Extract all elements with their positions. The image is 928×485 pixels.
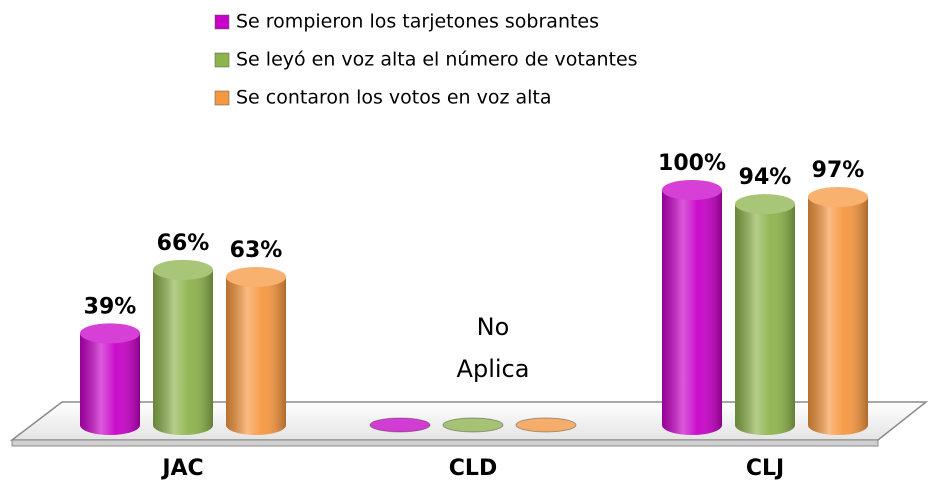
value-label: 63% <box>230 238 283 263</box>
legend-swatch <box>214 52 230 68</box>
cylinder-top <box>80 323 140 344</box>
cylinder-top-shine <box>153 259 213 280</box>
x-tick-label: CLD <box>449 456 497 481</box>
cylinder-top <box>662 180 722 200</box>
cylinder-top-shine <box>662 180 722 200</box>
empty-disc <box>515 417 577 433</box>
legend-label: Se rompieron los tarjetones sobrantes <box>236 11 599 33</box>
legend-label: Se leyó en voz alta el número de votante… <box>236 49 638 71</box>
value-label: 66% <box>157 231 210 256</box>
legend-swatch <box>214 90 230 106</box>
cylinder-top-shine <box>226 266 286 287</box>
value-label: 39% <box>84 294 137 319</box>
annotation: Aplica <box>457 355 530 383</box>
x-tick-label: CLJ <box>746 456 784 481</box>
annotation: No <box>477 313 510 341</box>
value-label: 100% <box>658 151 726 176</box>
cylinder-top <box>735 194 795 215</box>
value-label: 97% <box>812 158 865 183</box>
cylinder-top-shine <box>808 187 868 208</box>
cylinder-shade <box>808 197 868 435</box>
cylinder-top <box>808 187 868 208</box>
cylinder-top-shine <box>735 194 795 215</box>
empty-disc <box>442 417 504 433</box>
cylinder-shade <box>735 204 795 435</box>
legend-label: Se contaron los votos en voz alta <box>236 87 552 109</box>
cylinder-shade <box>80 333 140 435</box>
x-tick-label: JAC <box>160 456 203 481</box>
empty-disc <box>369 417 431 433</box>
cylinder-top <box>153 259 213 280</box>
value-label: 94% <box>739 165 792 190</box>
cylinder-shade <box>226 276 286 435</box>
cylinder-shade <box>662 190 722 435</box>
floor-edge <box>11 439 879 447</box>
legend-swatch <box>214 14 230 30</box>
cylinder-top <box>226 266 286 287</box>
cylinder-shade <box>153 269 213 435</box>
cylinder-top-shine <box>80 323 140 344</box>
